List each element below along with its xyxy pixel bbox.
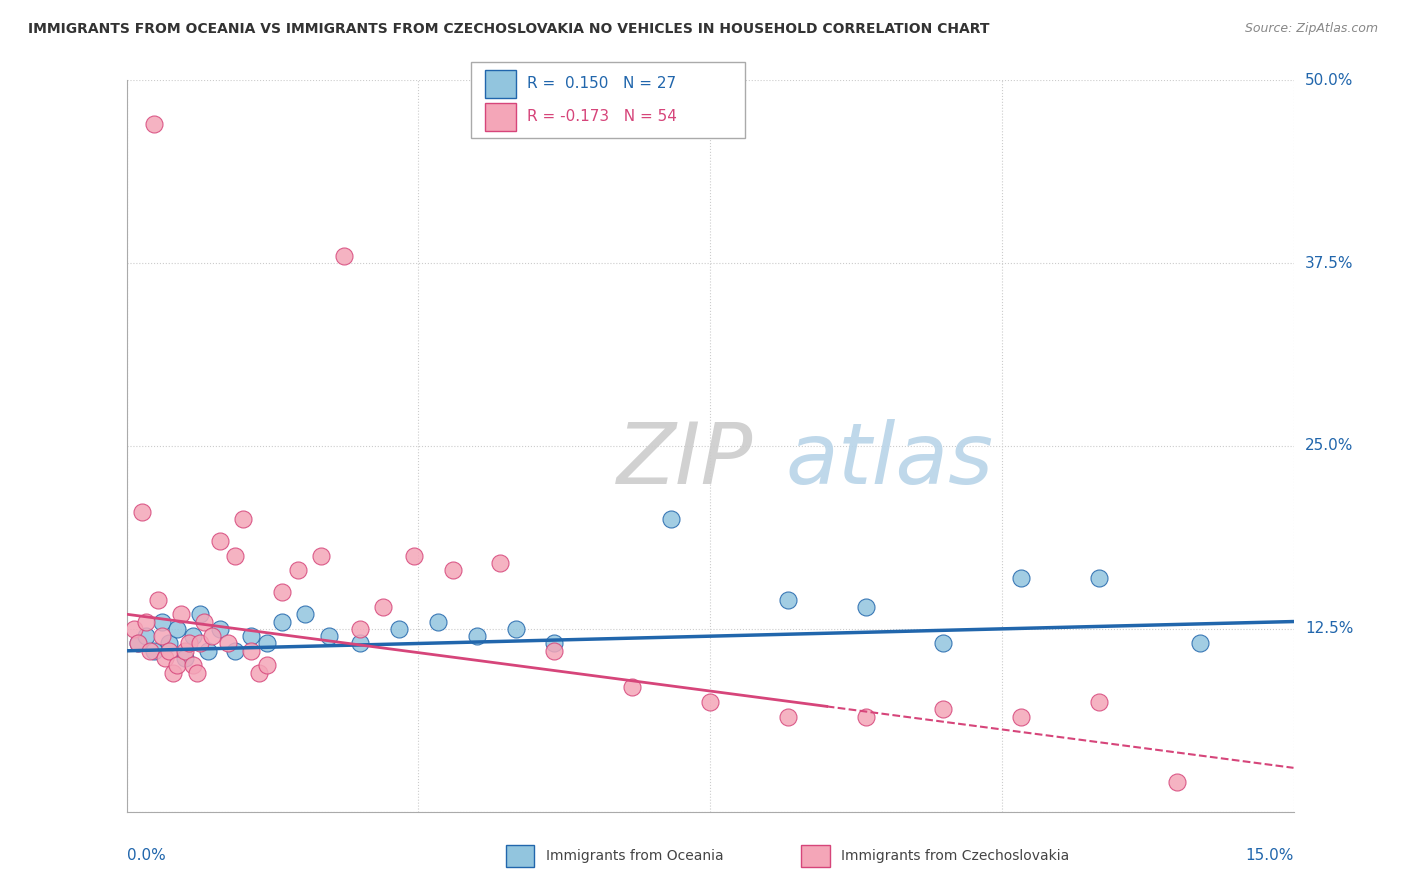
Point (543, 644, 565, 658)
Text: Immigrants from Oceania: Immigrants from Oceania (546, 849, 723, 863)
Point (190, 636, 212, 650)
Point (699, 695, 721, 709)
Point (232, 512, 254, 526)
Text: Immigrants from Czechoslovakia: Immigrants from Czechoslovakia (841, 849, 1069, 863)
Point (208, 534, 231, 549)
Point (127, 636, 149, 650)
Point (124, 622, 146, 636)
Point (181, 658, 204, 673)
Point (1189, 636, 1212, 650)
Point (271, 585, 294, 599)
Point (224, 549, 246, 563)
Point (142, 117, 165, 131)
Point (170, 607, 193, 622)
Point (373, 599, 395, 614)
Point (146, 592, 169, 607)
Text: IMMIGRANTS FROM OCEANIA VS IMMIGRANTS FROM CZECHOSLOVAKIA NO VEHICLES IN HOUSEHO: IMMIGRANTS FROM OCEANIA VS IMMIGRANTS FR… (28, 22, 990, 37)
Point (240, 629, 263, 643)
Point (776, 592, 799, 607)
Text: 25.0%: 25.0% (1305, 439, 1354, 453)
Point (489, 556, 512, 570)
Point (224, 644, 246, 658)
Point (441, 563, 464, 577)
Point (388, 622, 411, 636)
Text: atlas: atlas (786, 419, 994, 502)
Point (174, 644, 197, 658)
Point (166, 622, 188, 636)
Text: 15.0%: 15.0% (1246, 848, 1294, 863)
Point (349, 622, 371, 636)
Text: 12.5%: 12.5% (1305, 622, 1354, 636)
Point (181, 629, 204, 643)
Point (318, 629, 340, 643)
Point (240, 644, 263, 658)
Point (1010, 709, 1032, 723)
Point (465, 629, 488, 643)
Point (256, 636, 278, 650)
Point (139, 644, 162, 658)
Point (174, 651, 197, 665)
Text: Source: ZipAtlas.com: Source: ZipAtlas.com (1244, 22, 1378, 36)
Point (349, 636, 371, 650)
Point (621, 681, 644, 695)
Point (333, 249, 356, 263)
Point (157, 644, 180, 658)
Point (157, 636, 180, 650)
Point (659, 512, 682, 526)
Point (135, 615, 157, 629)
Point (247, 665, 270, 680)
Point (127, 636, 149, 650)
Text: ZIP: ZIP (617, 419, 754, 502)
Point (543, 636, 565, 650)
Point (150, 615, 173, 629)
Point (186, 665, 208, 680)
Text: R =  0.150   N = 27: R = 0.150 N = 27 (527, 77, 676, 91)
Point (855, 709, 877, 723)
Point (1010, 571, 1032, 585)
Point (932, 702, 955, 716)
Point (142, 644, 165, 658)
Point (177, 636, 200, 650)
Text: 50.0%: 50.0% (1305, 73, 1354, 87)
Point (309, 549, 332, 563)
Point (505, 622, 527, 636)
Text: 0.0%: 0.0% (127, 848, 166, 863)
Point (150, 629, 173, 643)
Point (193, 615, 215, 629)
Point (294, 607, 316, 622)
Point (1088, 695, 1111, 709)
Point (201, 629, 224, 643)
Point (426, 615, 449, 629)
Point (271, 615, 294, 629)
Point (1088, 571, 1111, 585)
Point (135, 629, 157, 643)
Point (932, 636, 955, 650)
Point (197, 644, 219, 658)
Point (1166, 775, 1188, 789)
Point (404, 549, 426, 563)
Point (190, 607, 212, 622)
Point (256, 658, 278, 673)
Point (131, 505, 153, 519)
Point (162, 665, 184, 680)
Point (208, 622, 231, 636)
Point (217, 636, 239, 650)
Point (776, 709, 799, 723)
Point (155, 651, 177, 665)
Point (855, 599, 877, 614)
Text: R = -0.173   N = 54: R = -0.173 N = 54 (527, 110, 678, 124)
Point (287, 563, 309, 577)
Text: 37.5%: 37.5% (1305, 256, 1354, 270)
Point (166, 658, 188, 673)
